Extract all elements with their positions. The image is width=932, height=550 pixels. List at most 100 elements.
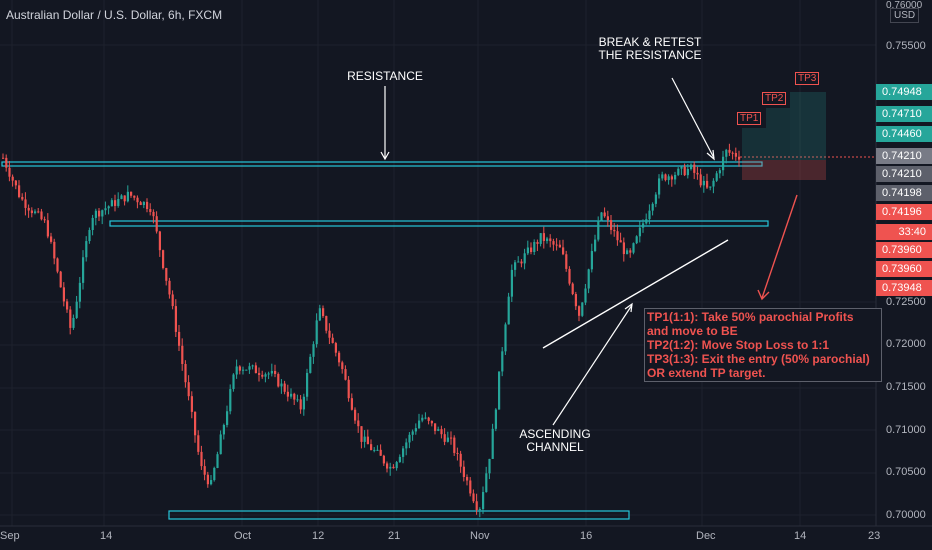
candle-body bbox=[603, 212, 606, 217]
time-tick: 12 bbox=[312, 530, 325, 542]
candle-body bbox=[101, 210, 104, 217]
candle-body bbox=[462, 466, 465, 477]
ascending-channel-label: ASCENDING CHANNEL bbox=[510, 428, 600, 454]
candle-body bbox=[376, 449, 379, 451]
price-tick-top: 0.76000 bbox=[886, 0, 923, 11]
candle-body bbox=[408, 434, 411, 443]
candle-body bbox=[645, 219, 648, 224]
candle-body bbox=[699, 174, 702, 186]
candle-body bbox=[5, 157, 8, 168]
candle-body bbox=[715, 173, 718, 181]
candle-body bbox=[546, 238, 549, 241]
candle-body bbox=[466, 476, 469, 481]
candle-body bbox=[126, 191, 129, 202]
candle-body bbox=[232, 374, 235, 390]
currency-button[interactable]: USD bbox=[890, 8, 920, 23]
candle-body bbox=[568, 268, 571, 284]
price-tick: 0.72000 bbox=[886, 338, 926, 350]
tp-zone-3 bbox=[790, 92, 826, 160]
note-line: TP2(1:2): Move Stop Loss to 1:1 bbox=[647, 338, 830, 352]
candle-body bbox=[405, 442, 408, 449]
candle-body bbox=[434, 423, 437, 431]
candle-body bbox=[539, 233, 542, 244]
price-tag-tp3: 0.74948 bbox=[876, 84, 932, 100]
ascending-channel-line[interactable] bbox=[542, 239, 729, 349]
candle-body bbox=[200, 451, 203, 467]
candle-body bbox=[731, 152, 734, 154]
candle-body bbox=[56, 258, 59, 272]
support-zone[interactable] bbox=[168, 510, 630, 520]
ascending-line1: ASCENDING bbox=[519, 427, 591, 441]
candle-body bbox=[722, 156, 725, 171]
candle-body bbox=[600, 212, 603, 221]
note-line: TP3(1:3): Exit the entry (50% parochial) bbox=[647, 352, 870, 366]
candle-body bbox=[680, 166, 683, 169]
break-retest-line2: THE RESISTANCE bbox=[598, 48, 702, 62]
resistance-label: RESISTANCE bbox=[347, 69, 423, 83]
candle-body bbox=[482, 492, 485, 510]
candle-body bbox=[203, 466, 206, 475]
candle-body bbox=[725, 149, 728, 157]
candle-body bbox=[459, 453, 462, 467]
resistance-zone-lower[interactable] bbox=[109, 220, 769, 227]
candle-body bbox=[277, 373, 280, 387]
candle-body bbox=[504, 324, 507, 352]
candle-body bbox=[587, 269, 590, 289]
candle-body bbox=[91, 217, 94, 231]
price-tag-stop: 0.73960 bbox=[876, 261, 932, 277]
candle-body bbox=[181, 345, 184, 365]
candle-body bbox=[696, 172, 699, 175]
candle-body bbox=[30, 210, 33, 214]
candle-body bbox=[642, 223, 645, 228]
note-line: OR extend TP target. bbox=[647, 366, 766, 380]
candle-body bbox=[309, 356, 312, 373]
candle-body bbox=[299, 399, 302, 410]
candle-body bbox=[488, 458, 491, 474]
candle-body bbox=[606, 216, 609, 221]
candle-body bbox=[360, 426, 363, 442]
time-tick: 21 bbox=[388, 530, 401, 542]
candle-body bbox=[290, 393, 293, 397]
candle-body bbox=[443, 434, 446, 442]
price-tick: 0.71000 bbox=[886, 424, 926, 436]
candle-body bbox=[526, 247, 529, 254]
candle-body bbox=[174, 306, 177, 332]
candle-body bbox=[72, 317, 75, 328]
candle-body bbox=[120, 195, 123, 199]
candle-body bbox=[373, 449, 376, 451]
candle-body bbox=[651, 203, 654, 211]
candle-body bbox=[453, 437, 456, 453]
tp1-label: TP1 bbox=[737, 112, 762, 125]
candle-body bbox=[718, 170, 721, 174]
candles-group bbox=[2, 143, 741, 518]
candle-body bbox=[50, 236, 53, 242]
candle-body bbox=[178, 331, 181, 346]
candle-body bbox=[632, 243, 635, 253]
candle-body bbox=[194, 411, 197, 436]
candle-body bbox=[533, 241, 536, 252]
candle-body bbox=[549, 238, 552, 242]
candle-body bbox=[555, 244, 558, 246]
candle-body bbox=[82, 257, 85, 283]
candle-body bbox=[347, 379, 350, 399]
trade-plan-note: TP1(1:1): Take 50% parochial Profits and… bbox=[644, 308, 882, 382]
candle-body bbox=[437, 429, 440, 431]
candle-body bbox=[594, 239, 597, 252]
resistance-zone-upper[interactable] bbox=[1, 161, 763, 167]
candle-body bbox=[146, 201, 149, 210]
time-tick: Nov bbox=[470, 530, 490, 542]
candle-body bbox=[245, 369, 248, 371]
candle-body bbox=[616, 231, 619, 241]
candle-body bbox=[520, 261, 523, 264]
candle-body bbox=[312, 344, 315, 357]
candle-body bbox=[667, 176, 670, 181]
candle-body bbox=[206, 474, 209, 485]
candle-body bbox=[635, 236, 638, 244]
candle-body bbox=[222, 424, 225, 435]
candle-body bbox=[469, 480, 472, 494]
candle-body bbox=[552, 241, 555, 245]
note-line: and move to BE bbox=[647, 324, 738, 338]
candle-body bbox=[395, 462, 398, 469]
candle-body bbox=[379, 449, 382, 456]
